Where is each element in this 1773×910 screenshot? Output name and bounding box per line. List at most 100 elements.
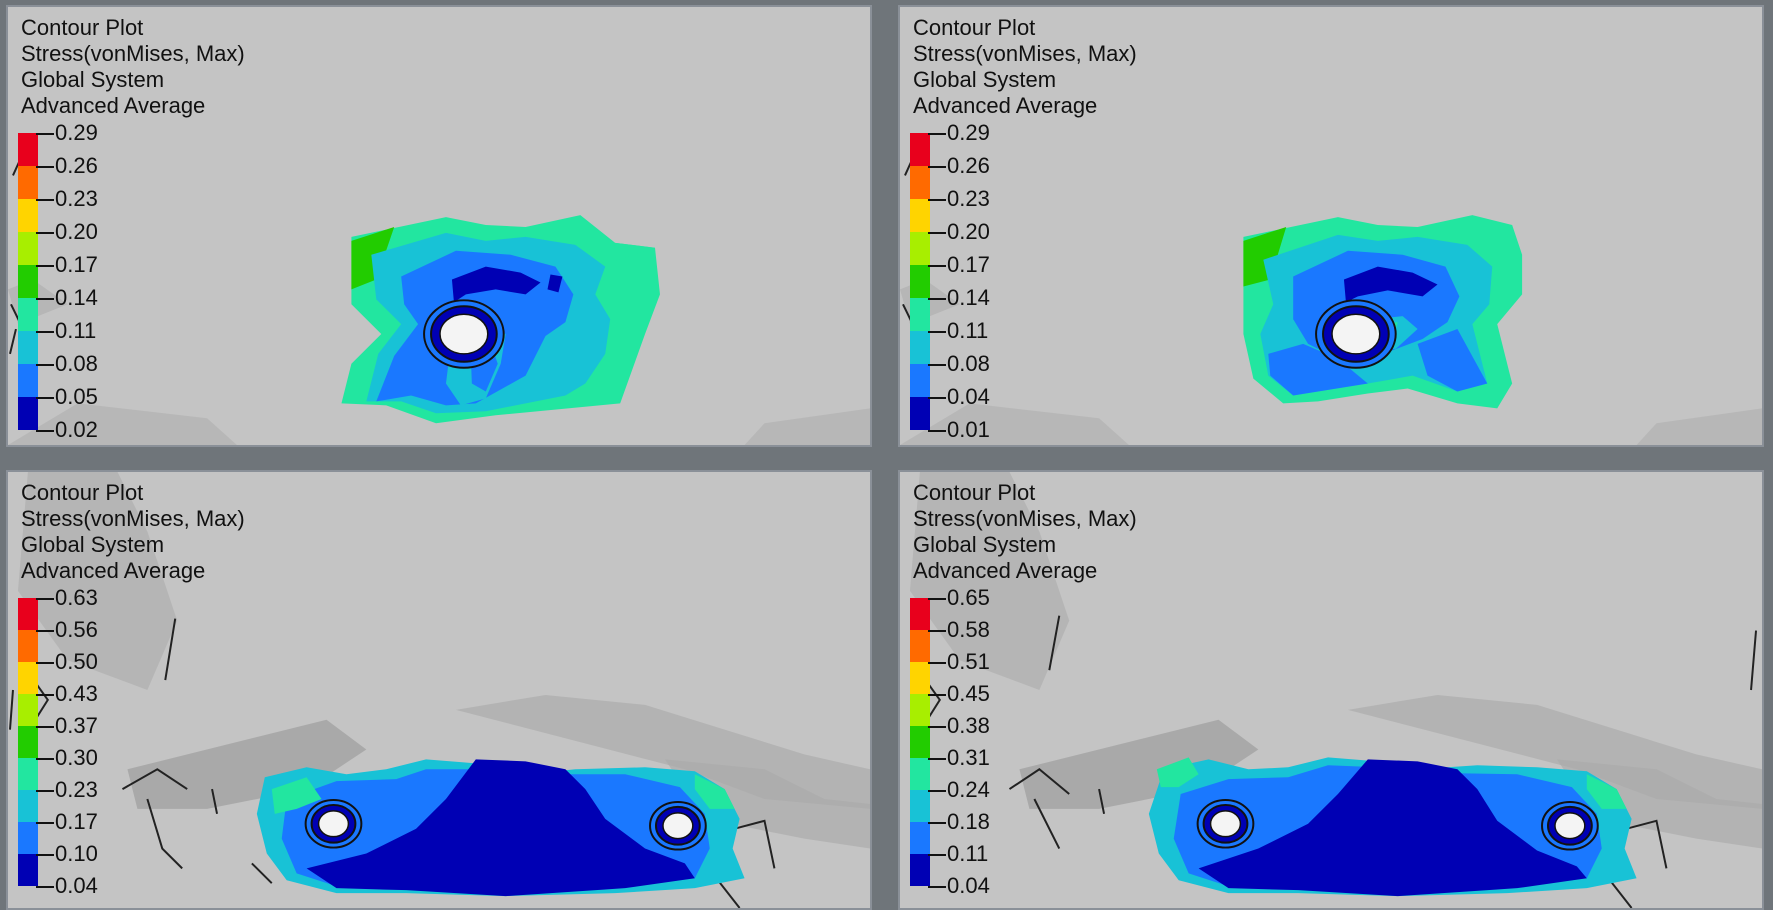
dual-implant-contour-scene (8, 472, 870, 908)
color-legend: 0.63 0.56 0.50 0.43 0.37 0.30 0.23 0.17 … (18, 585, 138, 898)
result-type: Stress(vonMises, Max) (21, 506, 245, 531)
plot-header: Contour Plot Stress(vonMises, Max) Globa… (913, 15, 1137, 119)
single-implant-contour-scene (8, 155, 870, 445)
color-legend: 0.65 0.58 0.51 0.45 0.38 0.31 0.24 0.18 … (910, 585, 1030, 899)
legend-value: 0.50 (36, 649, 98, 675)
legend-value: 0.11 (928, 318, 988, 344)
plot-header: Contour Plot Stress(vonMises, Max) Globa… (21, 480, 245, 584)
legend-value: 0.04 (928, 873, 990, 899)
coordinate-system: Global System (21, 67, 165, 92)
legend-swatch (910, 662, 930, 694)
legend-swatch (18, 694, 38, 726)
legend-swatch (18, 364, 38, 397)
legend-swatch (910, 265, 930, 298)
implant-icon (1315, 299, 1397, 369)
legend-value: 0.20 (928, 219, 990, 245)
averaging-method: Advanced Average (913, 93, 1098, 118)
plot-title: Contour Plot (21, 480, 144, 505)
plot-title: Contour Plot (21, 15, 144, 40)
coordinate-system: Global System (913, 532, 1057, 557)
averaging-method: Advanced Average (21, 93, 206, 118)
viewport-panel-bottom-left[interactable]: Contour Plot Stress(vonMises, Max) Globa… (6, 470, 872, 910)
viewport-panel-top-right[interactable]: Contour Plot Stress(vonMises, Max) Globa… (898, 5, 1764, 447)
legend-value: 0.04 (928, 384, 990, 410)
result-type: Stress(vonMises, Max) (21, 41, 245, 66)
legend-swatch (18, 166, 38, 199)
legend-value: 0.26 (36, 153, 98, 179)
legend-value: 0.63 (36, 585, 98, 611)
legend-swatch (18, 199, 38, 232)
legend-value: 0.08 (36, 351, 98, 377)
legend-value: 0.38 (928, 713, 990, 739)
legend-value: 0.10 (36, 841, 98, 867)
legend-value: 0.51 (928, 649, 990, 675)
implant-icon (649, 800, 707, 851)
plot-title: Contour Plot (913, 15, 1036, 40)
legend-swatch (18, 331, 38, 364)
legend-swatch (910, 758, 930, 790)
legend-value: 0.02 (36, 417, 98, 443)
legend-swatch (18, 133, 38, 166)
legend-value: 0.43 (36, 681, 98, 707)
legend-value: 0.29 (36, 120, 98, 146)
legend-value: 0.56 (36, 617, 98, 643)
result-type: Stress(vonMises, Max) (913, 506, 1137, 531)
legend-value: 0.30 (36, 745, 98, 771)
averaging-method: Advanced Average (21, 558, 206, 583)
legend-swatch (18, 265, 38, 298)
viewport-panel-bottom-right[interactable]: Contour Plot Stress(vonMises, Max) Globa… (898, 470, 1764, 910)
plot-header: Contour Plot Stress(vonMises, Max) Globa… (21, 15, 245, 119)
legend-swatch (910, 397, 930, 430)
legend-swatch (910, 298, 930, 331)
legend-swatch (18, 726, 38, 758)
legend-swatch (18, 298, 38, 331)
legend-value: 0.17 (36, 252, 98, 278)
legend-value: 0.05 (36, 384, 98, 410)
legend-swatch (910, 822, 930, 854)
legend-swatch (910, 598, 930, 630)
legend-value: 0.14 (928, 285, 990, 311)
legend-value: 0.37 (36, 713, 98, 739)
implant-icon (1196, 799, 1255, 849)
legend-swatch (18, 822, 38, 854)
legend-swatch (910, 133, 930, 166)
implant-icon (423, 299, 505, 369)
legend-value: 0.26 (928, 153, 990, 179)
implant-icon (1541, 800, 1599, 851)
implant-icon (304, 799, 363, 849)
legend-value: 0.65 (928, 585, 990, 611)
legend-swatch (910, 331, 930, 364)
legend-value: 0.17 (928, 252, 990, 278)
legend-swatch (910, 726, 930, 758)
legend-swatch (910, 166, 930, 199)
legend-value: 0.23 (36, 777, 98, 803)
legend-value: 0.29 (928, 120, 990, 146)
legend-swatch (910, 364, 930, 397)
legend-value: 0.18 (928, 809, 990, 835)
legend-swatch (18, 598, 38, 630)
color-legend: 0.29 0.26 0.23 0.20 0.17 0.14 0.11 0.08 … (910, 120, 1030, 442)
legend-swatch (18, 397, 38, 430)
color-legend: 0.29 0.26 0.23 0.20 0.17 0.14 0.11 0.08 … (18, 120, 138, 442)
legend-swatch (18, 662, 38, 694)
legend-value: 0.14 (36, 285, 98, 311)
plot-title: Contour Plot (913, 480, 1036, 505)
legend-value: 0.17 (36, 809, 98, 835)
legend-swatch (910, 199, 930, 232)
legend-value: 0.45 (928, 681, 990, 707)
legend-value: 0.01 (928, 417, 990, 443)
averaging-method: Advanced Average (913, 558, 1098, 583)
legend-swatch (910, 232, 930, 265)
result-type: Stress(vonMises, Max) (913, 41, 1137, 66)
legend-swatch (18, 232, 38, 265)
legend-value: 0.58 (928, 617, 990, 643)
plot-header: Contour Plot Stress(vonMises, Max) Globa… (913, 480, 1137, 584)
legend-value: 0.23 (928, 186, 990, 212)
legend-value: 0.20 (36, 219, 98, 245)
legend-value: 0.08 (928, 351, 990, 377)
legend-value: 0.11 (36, 318, 96, 344)
legend-swatch (18, 630, 38, 662)
viewport-panel-top-left[interactable]: Contour Plot Stress(vonMises, Max) Globa… (6, 5, 872, 447)
legend-swatch (18, 790, 38, 822)
legend-value: 0.31 (928, 745, 990, 771)
